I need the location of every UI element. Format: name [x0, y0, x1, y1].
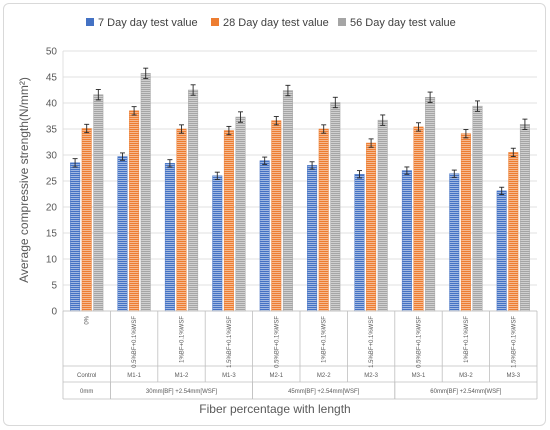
- y-tick-label: 30: [46, 151, 58, 162]
- x-tick-label: 0.5%BF+0.1%WSF: [132, 316, 138, 368]
- axes: 0 5 10 15 20 25 30 35 40 45 50 0% Control 0.5%BF+0.1%…: [46, 47, 538, 400]
- y-tick-label: 0: [51, 307, 57, 318]
- bar: [318, 128, 329, 312]
- group-label: 30mm[BF] +2.54mm[WSF]: [146, 389, 218, 395]
- bar: [140, 73, 151, 312]
- bar: [449, 173, 460, 312]
- bar: [235, 116, 246, 312]
- y-tick-label: 35: [46, 125, 58, 136]
- legend-label: 7 Day day test value: [98, 17, 198, 29]
- bar: [93, 94, 104, 312]
- x-tick-label: 1.5%BF+0.1%WSF: [369, 316, 375, 368]
- y-tick-label: 25: [46, 177, 58, 188]
- bars: [70, 67, 530, 312]
- bar: [164, 163, 175, 312]
- bar: [129, 110, 140, 312]
- bar: [425, 97, 436, 312]
- mix-id-label: M3-1: [412, 373, 426, 379]
- bar: [413, 126, 424, 312]
- mix-id-label: M1-2: [175, 373, 189, 379]
- x-axis-title: Fiber percentage with length: [199, 402, 350, 416]
- y-tick-label: 10: [46, 255, 58, 266]
- legend-swatch: [86, 18, 94, 26]
- mix-id-label: M2-3: [364, 373, 378, 379]
- mix-id-label: M1-1: [127, 373, 141, 379]
- bar: [271, 120, 282, 312]
- bar: [354, 173, 365, 312]
- mix-id-label: M2-2: [317, 373, 331, 379]
- mix-id-label: M1-3: [222, 373, 236, 379]
- x-tick-label: 0%: [85, 315, 91, 324]
- mix-id-label: Control: [77, 373, 96, 379]
- group-label: 45mm[BF] +2.54mm[WSF]: [288, 389, 360, 395]
- legend-swatch: [211, 18, 219, 26]
- chart-frame: 0 5 10 15 20 25 30 35 40 45 50 0% Control 0.5%BF+0.1%…: [3, 3, 546, 426]
- bar: [401, 170, 412, 312]
- x-tick-label: 1%BF+0.1%WSF: [322, 316, 328, 363]
- y-tick-label: 15: [46, 229, 58, 240]
- bar: [330, 102, 341, 312]
- bar: [117, 156, 128, 312]
- x-tick-label: 1.5%BF+0.1%WSF: [227, 316, 233, 368]
- bar: [188, 89, 199, 312]
- x-tick-label: 0.5%BF+0.1%WSF: [274, 316, 280, 368]
- mix-id-label: M3-3: [506, 373, 520, 379]
- y-tick-label: 5: [51, 281, 57, 292]
- y-axis-title: Average compressive strength(N/mm²): [17, 77, 31, 283]
- group-label: 60mm[BF] +2.54mm[WSF]: [430, 389, 502, 395]
- y-tick-label: 20: [46, 203, 58, 214]
- legend: 7 Day day test value 28 Day day test valu…: [86, 17, 456, 29]
- legend-label: 28 Day day test value: [223, 17, 329, 29]
- bar: [70, 162, 81, 312]
- bar: [307, 165, 318, 312]
- bar: [259, 160, 270, 312]
- bar: [81, 128, 92, 312]
- x-tick-label: 1%BF+0.1%WSF: [464, 316, 470, 363]
- bar: [377, 119, 388, 312]
- mix-id-label: M3-2: [459, 373, 473, 379]
- mix-id-label: M2-1: [269, 373, 283, 379]
- bar: [282, 90, 293, 312]
- bar: [176, 128, 187, 312]
- bar: [472, 105, 483, 312]
- y-tick-label: 40: [46, 99, 58, 110]
- group-label: 0mm: [80, 389, 93, 395]
- legend-label: 56 Day day test value: [350, 17, 456, 29]
- x-tick-label: 0.5%BF+0.1%WSF: [417, 316, 423, 368]
- bar: [508, 152, 519, 312]
- bar: [212, 175, 223, 312]
- bar: [496, 190, 507, 312]
- bar: [460, 133, 471, 312]
- bar: [223, 130, 234, 312]
- legend-swatch: [338, 18, 346, 26]
- bar: [366, 142, 377, 312]
- bar: [519, 124, 530, 312]
- y-tick-label: 45: [46, 73, 58, 84]
- x-tick-label: 1%BF+0.1%WSF: [180, 316, 186, 363]
- bar-chart: 0 5 10 15 20 25 30 35 40 45 50 0% Control 0.5%BF+0.1%…: [17, 17, 538, 416]
- y-tick-label: 50: [46, 47, 58, 58]
- x-tick-label: 1.5%BF+0.1%WSF: [511, 316, 517, 368]
